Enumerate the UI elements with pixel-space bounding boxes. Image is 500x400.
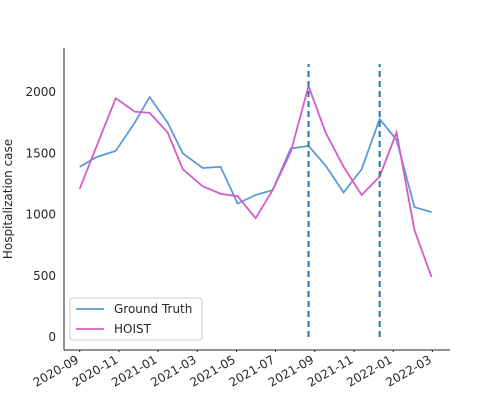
legend-label: HOIST xyxy=(114,322,152,336)
x-tick-label: 2022-03 xyxy=(383,352,433,389)
y-tick-label: 2000 xyxy=(25,85,56,99)
line-series xyxy=(78,82,433,278)
y-tick-label: 500 xyxy=(33,269,56,283)
y-tick-label: 1000 xyxy=(25,208,56,222)
y-axis-label: Hospitalization case xyxy=(1,139,15,259)
y-tick-label: 1500 xyxy=(25,146,56,160)
line-series xyxy=(79,95,432,213)
legend-label: Ground Truth xyxy=(114,302,192,316)
y-tick-label: 0 xyxy=(48,330,56,344)
